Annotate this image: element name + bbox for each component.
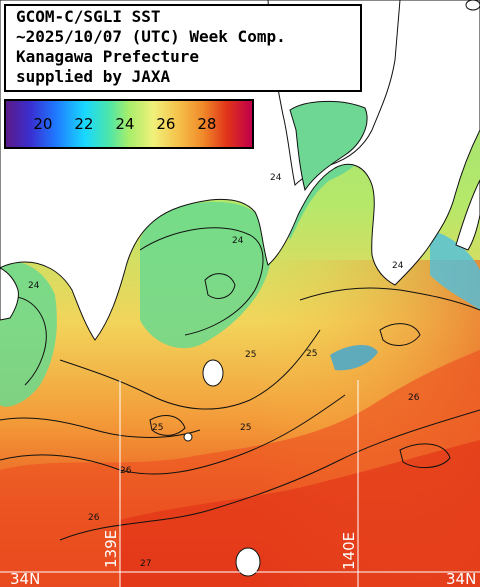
title-line-date: ~2025/10/07 (UTC) Week Comp. (16, 27, 286, 46)
contour-label: 26 (88, 513, 100, 523)
contour-label: 24 (270, 173, 282, 183)
title-line-supplier: supplied by JAXA (16, 67, 171, 86)
contour-label-group: 24 24 24 24 25 25 25 25 26 26 26 27 (28, 173, 420, 569)
contour-25b (0, 417, 201, 438)
contour-label: 24 (392, 261, 404, 271)
title-box: GCOM-C/SGLI SST ~2025/10/07 (UTC) Week C… (4, 4, 362, 92)
island-2 (183, 432, 193, 442)
contour-label: 26 (408, 393, 420, 403)
contour-label: 25 (306, 349, 317, 359)
cool-patch-1 (330, 344, 378, 371)
contour-label: 25 (152, 423, 163, 433)
contour-26b (299, 287, 480, 311)
island-oshima (235, 547, 261, 577)
lat-label-34n-left: 34N (10, 570, 40, 587)
lon-label-139e: 139E (102, 530, 120, 568)
legend-tick: 26 (156, 115, 176, 133)
contour-inner-1 (204, 273, 236, 299)
island-3 (465, 0, 480, 11)
hot-band (120, 440, 480, 587)
title-line-region: Kanagawa Prefecture (16, 47, 200, 66)
legend-tick: 24 (115, 115, 135, 133)
contour-25a (59, 329, 321, 410)
gridlines (0, 380, 480, 587)
cool-water-sagami (140, 201, 272, 349)
legend-tick: 22 (74, 115, 94, 133)
contour-26a (0, 394, 346, 475)
land-izu (0, 267, 19, 321)
contour-inner-5 (399, 443, 451, 468)
contour-label: 24 (28, 281, 40, 291)
contour-label: 24 (232, 236, 244, 246)
contour-label: 25 (245, 350, 256, 360)
lon-label-140e: 140E (340, 532, 358, 570)
contour-inner-2 (379, 323, 421, 346)
contour-27 (59, 409, 480, 541)
contour-label: 25 (240, 423, 251, 433)
cool-water-boso-edge (430, 230, 480, 310)
island-1 (202, 359, 224, 387)
tokyo-bay-water (289, 100, 368, 192)
contour-label: 27 (140, 559, 151, 569)
legend-tick: 28 (197, 115, 217, 133)
legend-tick: 20 (33, 115, 53, 133)
contour-24a (139, 227, 264, 336)
contour-label: 26 (120, 466, 132, 476)
contour-inner-4 (149, 415, 186, 436)
lat-label-34n-right: 34N (446, 570, 476, 587)
land-boso (455, 179, 480, 251)
title-line-product: GCOM-C/SGLI SST (16, 7, 161, 26)
color-legend: 20 22 24 26 28 (4, 99, 254, 149)
